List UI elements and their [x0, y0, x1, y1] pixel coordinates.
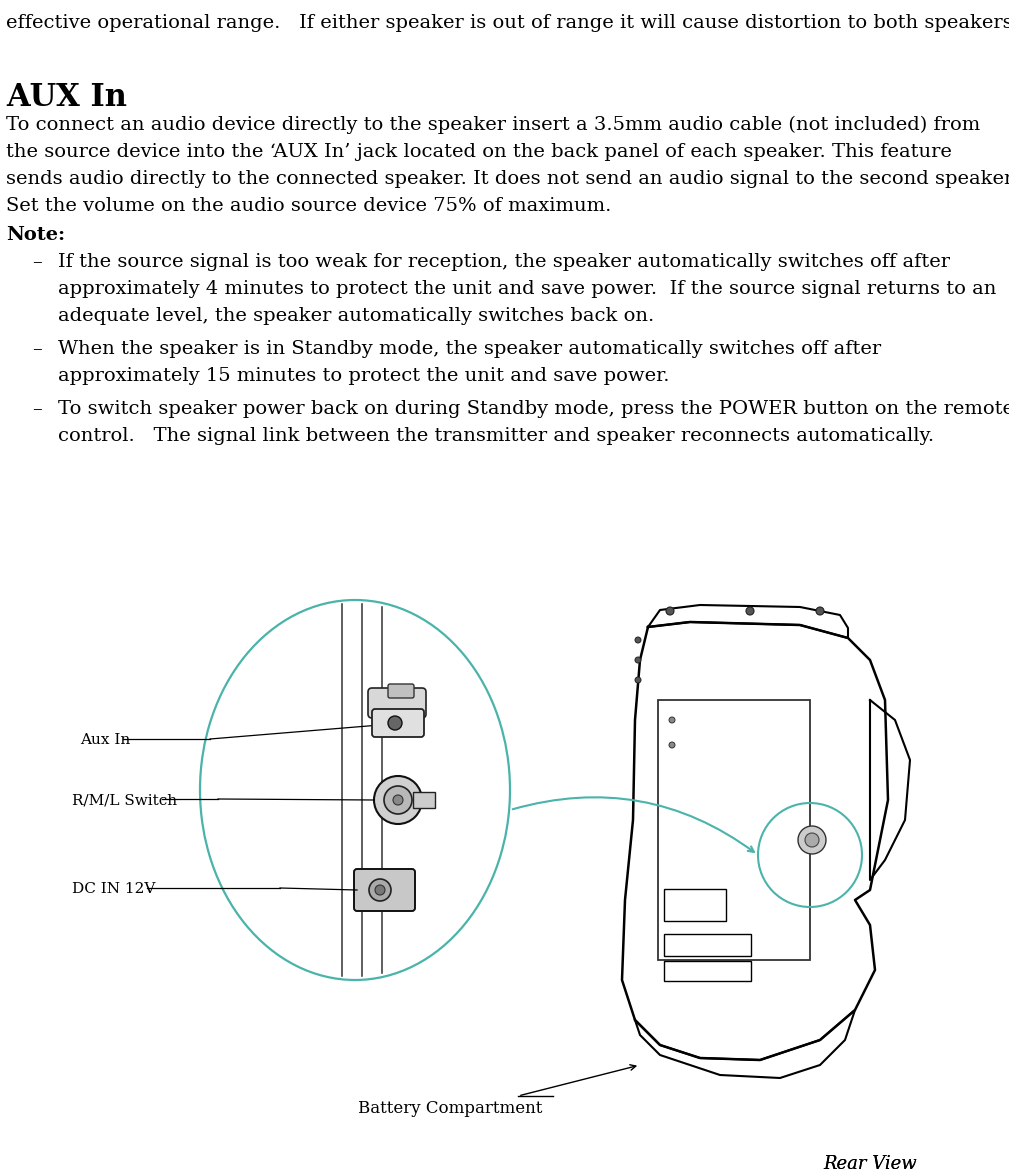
- Text: approximately 4 minutes to protect the unit and save power.  If the source signa: approximately 4 minutes to protect the u…: [58, 280, 996, 298]
- Text: –: –: [32, 400, 41, 418]
- FancyBboxPatch shape: [368, 688, 426, 718]
- Circle shape: [669, 742, 675, 748]
- Circle shape: [384, 786, 412, 815]
- Text: adequate level, the speaker automatically switches back on.: adequate level, the speaker automaticall…: [58, 307, 654, 325]
- Circle shape: [388, 716, 402, 730]
- Circle shape: [393, 795, 403, 805]
- FancyBboxPatch shape: [413, 792, 435, 808]
- Circle shape: [666, 607, 674, 615]
- Text: Set the volume on the audio source device 75% of maximum.: Set the volume on the audio source devic…: [6, 197, 611, 214]
- Text: R/M/L Switch: R/M/L Switch: [72, 793, 178, 808]
- Text: sends audio directly to the connected speaker. It does not send an audio signal : sends audio directly to the connected sp…: [6, 170, 1009, 188]
- Circle shape: [369, 879, 391, 901]
- Text: Rear View: Rear View: [823, 1154, 917, 1172]
- Text: Rear View: Rear View: [823, 1154, 917, 1172]
- Text: When the speaker is in Standby mode, the speaker automatically switches off afte: When the speaker is in Standby mode, the…: [58, 340, 881, 357]
- Text: AUX In: AUX In: [6, 82, 127, 113]
- Text: To connect an audio device directly to the speaker insert a 3.5mm audio cable (n: To connect an audio device directly to t…: [6, 116, 981, 135]
- Text: Battery Compartment: Battery Compartment: [358, 1101, 543, 1117]
- Circle shape: [805, 833, 819, 847]
- Text: DC IN 12V: DC IN 12V: [72, 883, 155, 897]
- Text: To switch speaker power back on during Standby mode, press the POWER button on t: To switch speaker power back on during S…: [58, 400, 1009, 418]
- Text: Aux In: Aux In: [80, 732, 130, 747]
- Text: –: –: [32, 253, 41, 271]
- FancyBboxPatch shape: [372, 709, 424, 737]
- Circle shape: [374, 776, 422, 824]
- Circle shape: [798, 826, 826, 854]
- Circle shape: [816, 607, 824, 615]
- Text: –: –: [32, 340, 41, 357]
- Text: control.   The signal link between the transmitter and speaker reconnects automa: control. The signal link between the tra…: [58, 427, 934, 445]
- Text: Note:: Note:: [6, 226, 66, 244]
- FancyBboxPatch shape: [388, 684, 414, 699]
- Circle shape: [635, 677, 641, 683]
- Circle shape: [635, 657, 641, 663]
- Text: the source device into the ‘AUX In’ jack located on the back panel of each speak: the source device into the ‘AUX In’ jack…: [6, 143, 951, 161]
- Circle shape: [746, 607, 754, 615]
- Circle shape: [669, 717, 675, 723]
- Circle shape: [375, 885, 385, 895]
- FancyBboxPatch shape: [354, 868, 415, 911]
- Text: effective operational range.   If either speaker is out of range it will cause d: effective operational range. If either s…: [6, 14, 1009, 32]
- Text: If the source signal is too weak for reception, the speaker automatically switch: If the source signal is too weak for rec…: [58, 253, 950, 271]
- Circle shape: [635, 638, 641, 643]
- Text: approximately 15 minutes to protect the unit and save power.: approximately 15 minutes to protect the …: [58, 367, 670, 384]
